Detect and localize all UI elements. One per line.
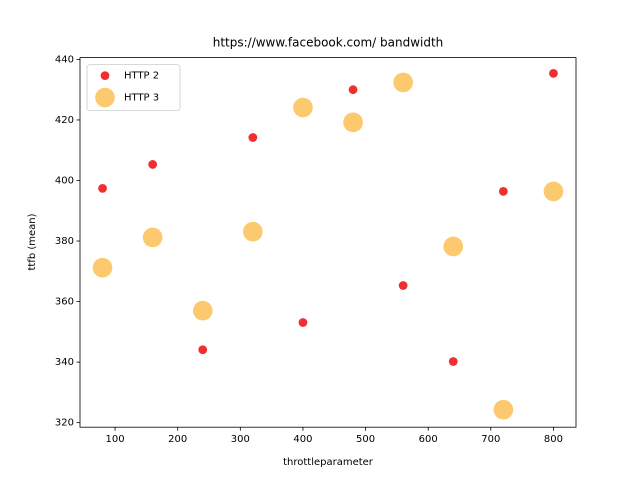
point [198,345,208,355]
y-tick-label: 360 [55,297,74,308]
y-tick-label: 320 [55,418,74,429]
y-tick-label: 340 [55,357,74,368]
x-tick-label: 800 [544,434,563,445]
point [92,257,113,278]
point [443,236,464,257]
x-tick-label: 400 [293,434,312,445]
point [148,160,158,169]
plot-frame [79,57,577,428]
y-axis-label: ttfb (mean) [27,213,38,270]
x-axis-label: throttleparameter [283,457,374,468]
x-tick-label: 700 [481,434,500,445]
point [543,181,564,202]
point [549,68,558,78]
y-tick-label: 440 [55,54,74,65]
point [343,112,363,133]
legend-label: HTTP 3 [124,93,159,104]
point [192,300,213,321]
x-tick-label: 500 [356,434,375,445]
legend-marker [100,71,110,80]
point [248,133,258,142]
y-tick-label: 380 [55,236,74,247]
legend-label: HTTP 2 [124,71,159,82]
x-tick-label: 600 [419,434,438,445]
chart-title: https://www.facebook.com/ bandwidth [213,36,444,50]
legend-marker [95,87,115,108]
x-tick-label: 100 [106,434,125,445]
point [142,227,163,248]
point [243,221,263,242]
point [298,318,308,327]
point [293,97,313,118]
x-tick-label: 200 [168,434,187,445]
point [498,186,508,196]
point [98,183,107,193]
x-tick-label: 300 [231,434,250,445]
point [393,72,413,93]
y-tick-label: 400 [55,175,74,186]
point [348,85,358,95]
point [448,357,458,366]
point [398,281,408,290]
y-tick-label: 420 [55,115,74,126]
point [493,399,514,420]
